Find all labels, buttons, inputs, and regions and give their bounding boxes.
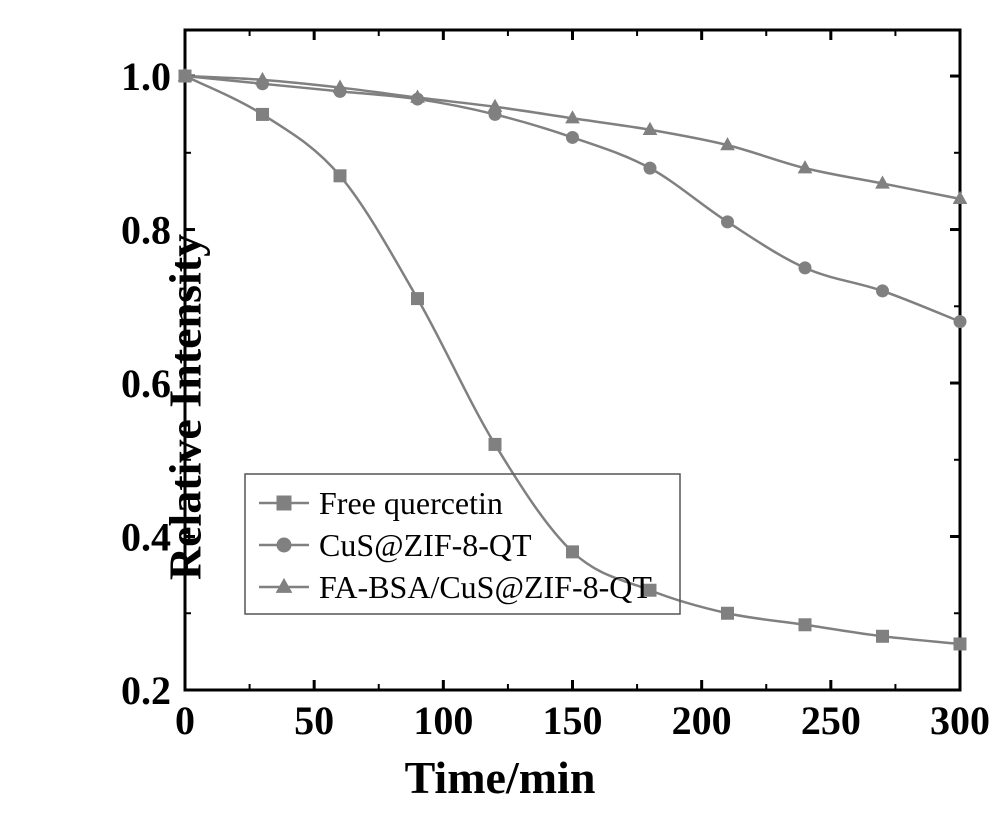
x-tick-label: 300 <box>930 698 990 743</box>
legend-label: Free quercetin <box>319 485 503 521</box>
marker-triangle <box>277 579 292 593</box>
x-tick-label: 100 <box>413 698 473 743</box>
marker-circle <box>799 262 811 274</box>
marker-square <box>877 630 889 642</box>
marker-square <box>334 170 346 182</box>
legend-label: FA-BSA/CuS@ZIF-8-QT <box>319 569 652 605</box>
y-tick-label: 0.2 <box>121 668 171 713</box>
x-tick-label: 250 <box>801 698 861 743</box>
marker-square <box>277 496 291 510</box>
x-tick-label: 200 <box>672 698 732 743</box>
marker-square <box>257 108 269 120</box>
y-tick-label: 1.0 <box>121 54 171 99</box>
marker-circle <box>567 131 579 143</box>
marker-square <box>489 438 501 450</box>
y-axis-label: Relative Intensity <box>159 234 212 580</box>
marker-square <box>412 293 424 305</box>
chart-container: 0501001502002503000.20.40.60.81.0Free qu… <box>0 0 1000 814</box>
marker-circle <box>277 538 291 552</box>
legend: Free quercetin CuS@ZIF-8-QT FA-BSA/CuS@ZIF… <box>245 474 680 614</box>
marker-circle <box>644 162 656 174</box>
marker-square <box>567 546 579 558</box>
x-tick-label: 0 <box>175 698 195 743</box>
marker-square <box>722 607 734 619</box>
x-axis-label: Time/min <box>405 751 596 804</box>
x-tick-label: 150 <box>543 698 603 743</box>
series-line <box>185 76 960 644</box>
marker-square <box>799 619 811 631</box>
chart-svg: 0501001502002503000.20.40.60.81.0Free qu… <box>0 0 1000 814</box>
marker-circle <box>877 285 889 297</box>
marker-square <box>954 638 966 650</box>
marker-circle <box>954 316 966 328</box>
legend-label: CuS@ZIF-8-QT <box>319 527 532 563</box>
marker-circle <box>722 216 734 228</box>
x-tick-label: 50 <box>294 698 334 743</box>
